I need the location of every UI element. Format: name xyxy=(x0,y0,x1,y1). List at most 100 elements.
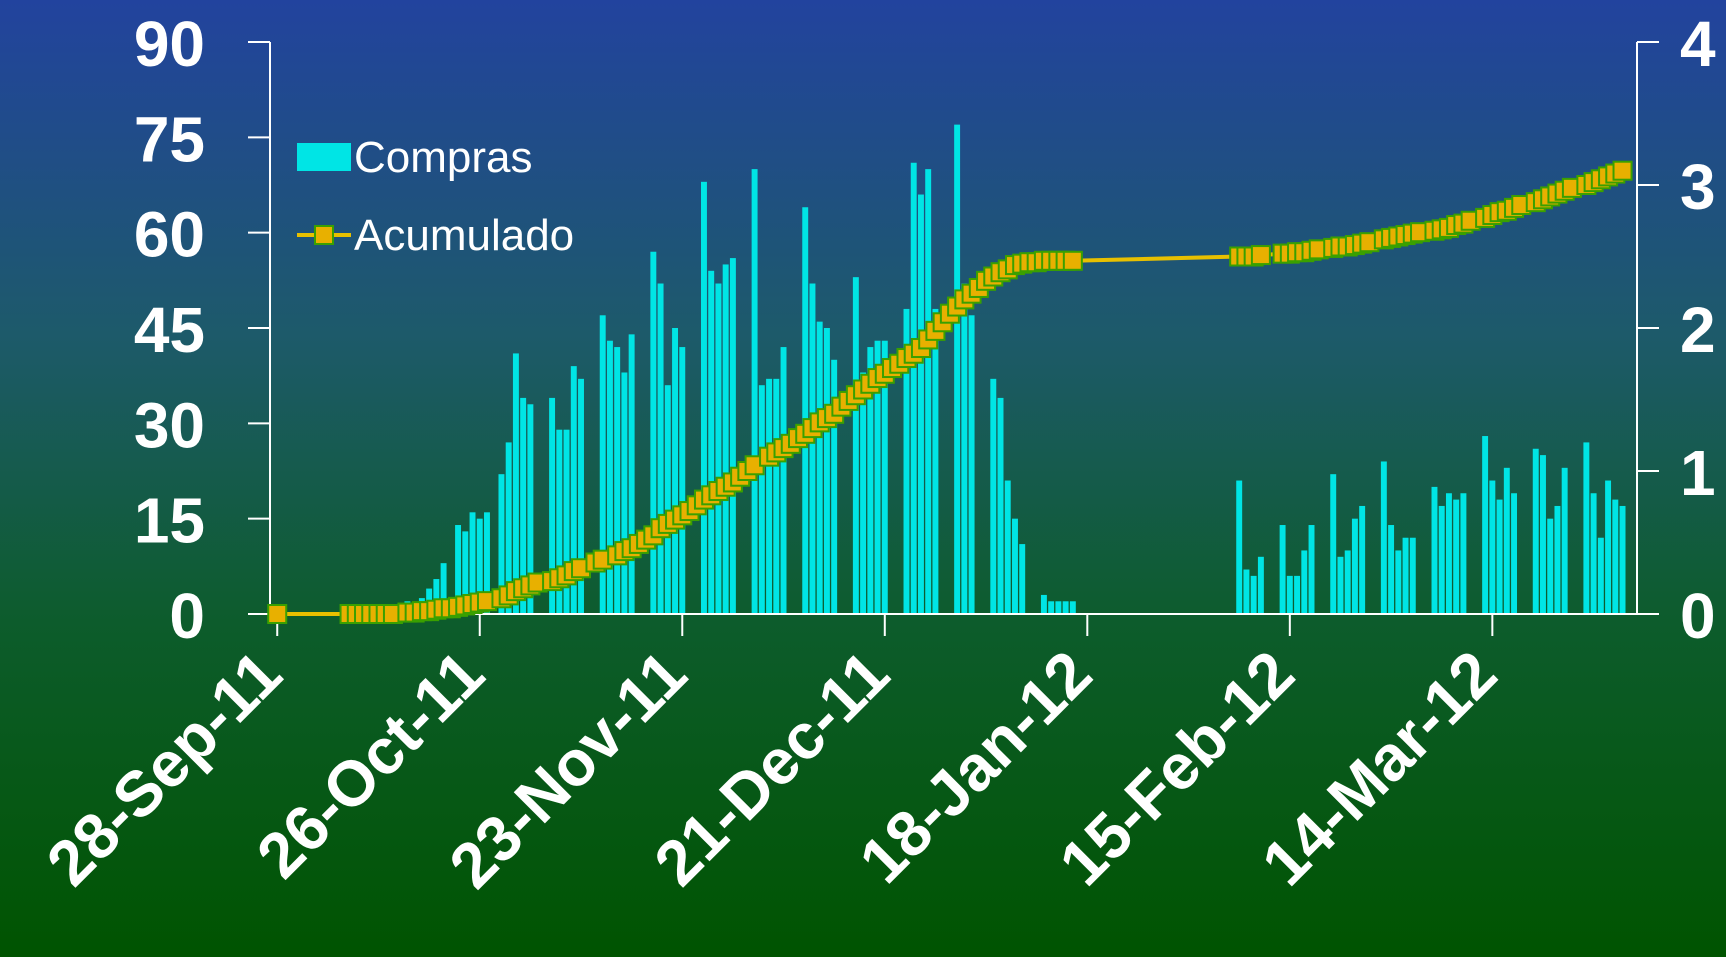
bar xyxy=(1445,493,1452,614)
bar xyxy=(549,397,556,614)
acumulado-marker xyxy=(267,604,288,624)
y-tick-label-right: 3 xyxy=(1680,151,1716,223)
bar xyxy=(990,378,997,614)
bar xyxy=(563,429,570,614)
bar xyxy=(802,207,809,614)
bar xyxy=(1294,575,1301,614)
bar xyxy=(1337,556,1344,614)
bar xyxy=(1301,550,1308,614)
bar xyxy=(1040,594,1047,614)
y-tick-label-right: 4 xyxy=(1680,8,1716,80)
bar xyxy=(860,372,867,614)
y-tick-label-left: 30 xyxy=(134,389,205,461)
y-ticks-left: 0 15 30 45 60 75 90 xyxy=(134,8,270,652)
bar xyxy=(1453,499,1460,614)
bar xyxy=(852,277,859,614)
y-tick-label-right: 2 xyxy=(1680,294,1716,366)
acumulado-markers xyxy=(267,160,1633,624)
bar xyxy=(910,162,917,614)
bar xyxy=(527,404,534,614)
bar xyxy=(1597,537,1604,614)
bar xyxy=(1279,525,1286,614)
bar xyxy=(1590,493,1597,614)
bar xyxy=(512,353,519,614)
bar xyxy=(650,251,657,614)
bar xyxy=(1503,467,1510,614)
bar xyxy=(968,315,975,614)
bar xyxy=(961,283,968,614)
bar xyxy=(997,397,1004,614)
bar xyxy=(1351,518,1358,614)
bar xyxy=(1460,493,1467,614)
bar xyxy=(1605,480,1612,614)
bar xyxy=(672,328,679,614)
y-tick-label-left: 0 xyxy=(169,580,205,652)
y-tick-label-left: 75 xyxy=(134,103,205,175)
bar xyxy=(1069,601,1076,614)
bar xyxy=(621,372,628,614)
bar xyxy=(780,347,787,614)
bar xyxy=(903,308,910,614)
bar xyxy=(1286,575,1293,614)
bar xyxy=(1359,505,1366,614)
bar xyxy=(773,378,780,614)
bar xyxy=(715,283,722,614)
y-tick-label-left: 90 xyxy=(134,8,205,80)
bar xyxy=(766,378,773,614)
bar xyxy=(1344,550,1351,614)
bar xyxy=(1388,525,1395,614)
bar xyxy=(1554,505,1561,614)
bar xyxy=(1019,544,1026,614)
legend-label-compras: Compras xyxy=(354,133,533,182)
acumulado-marker xyxy=(1062,250,1083,271)
bar xyxy=(954,124,961,614)
bar xyxy=(1619,505,1626,614)
bar xyxy=(1496,499,1503,614)
y-tick-label-left: 15 xyxy=(134,485,205,557)
bar xyxy=(1438,505,1445,614)
bar xyxy=(874,340,881,614)
bar xyxy=(1048,601,1055,614)
bar xyxy=(1004,480,1011,614)
bar xyxy=(751,169,758,614)
legend-swatch-compras xyxy=(297,143,351,171)
bar xyxy=(664,385,671,614)
bar xyxy=(440,563,447,614)
bar xyxy=(816,321,823,614)
bar xyxy=(657,283,664,614)
bar xyxy=(1511,493,1518,614)
bars-compras xyxy=(404,124,1626,615)
bar xyxy=(701,181,707,615)
bar xyxy=(1055,601,1062,614)
bar xyxy=(708,270,715,614)
bar xyxy=(455,525,462,614)
bar xyxy=(758,385,765,614)
bar xyxy=(498,474,505,614)
y-tick-label-right: 0 xyxy=(1680,580,1716,652)
bar xyxy=(1236,480,1243,614)
bar xyxy=(932,308,939,614)
x-tick-label: 28-Sep-11 xyxy=(33,637,295,899)
bar xyxy=(462,531,469,614)
bar xyxy=(809,283,816,614)
bar xyxy=(1330,474,1337,614)
bar xyxy=(628,334,635,614)
bar xyxy=(1612,499,1619,614)
bar xyxy=(1540,455,1546,614)
bar xyxy=(679,347,686,614)
bar xyxy=(1561,467,1568,614)
bar xyxy=(1257,556,1264,614)
bar xyxy=(1431,486,1438,614)
bar xyxy=(1547,518,1554,614)
bar xyxy=(722,264,729,614)
bar xyxy=(469,512,476,614)
bar xyxy=(1395,550,1402,614)
bar xyxy=(476,518,483,614)
bar xyxy=(606,340,613,614)
bar xyxy=(881,340,888,614)
bar xyxy=(578,378,584,614)
bar xyxy=(1243,569,1250,614)
bar xyxy=(1062,601,1069,614)
bar xyxy=(925,169,932,614)
bar xyxy=(1380,461,1387,614)
